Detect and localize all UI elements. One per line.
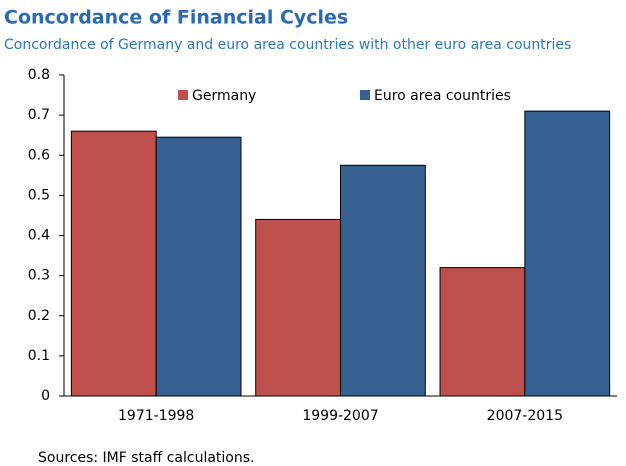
bar [255,218,341,397]
y-tick-label: 0.5 [28,187,50,203]
y-tick-label: 0.7 [28,107,50,123]
y-tick-label: 0.1 [28,348,50,364]
legend-label: Euro area countries [374,88,511,104]
x-tick-label: 1999-2007 [302,408,378,424]
bar [340,164,426,397]
bar [524,110,611,397]
legend-swatch [178,90,188,100]
bar [70,130,157,397]
y-tick-label: 0.4 [28,228,50,244]
chart-title: Concordance of Financial Cycles [4,7,348,29]
x-tick-label: 2007-2015 [487,408,563,424]
y-tick-label: 0.8 [28,67,50,83]
source-note: Sources: IMF staff calculations. [38,450,254,466]
legend-swatch [360,90,370,100]
x-tick-label: 1971-1998 [118,408,194,424]
y-tick-label: 0 [41,388,50,404]
chart-subtitle: Concordance of Germany and euro area cou… [4,37,571,53]
y-tick-label: 0.2 [28,308,50,324]
y-tick-label: 0.6 [28,147,50,163]
y-tick-label: 0.3 [28,268,50,284]
legend-label: Germany [192,88,256,104]
bar [439,267,526,397]
bar [155,136,242,397]
